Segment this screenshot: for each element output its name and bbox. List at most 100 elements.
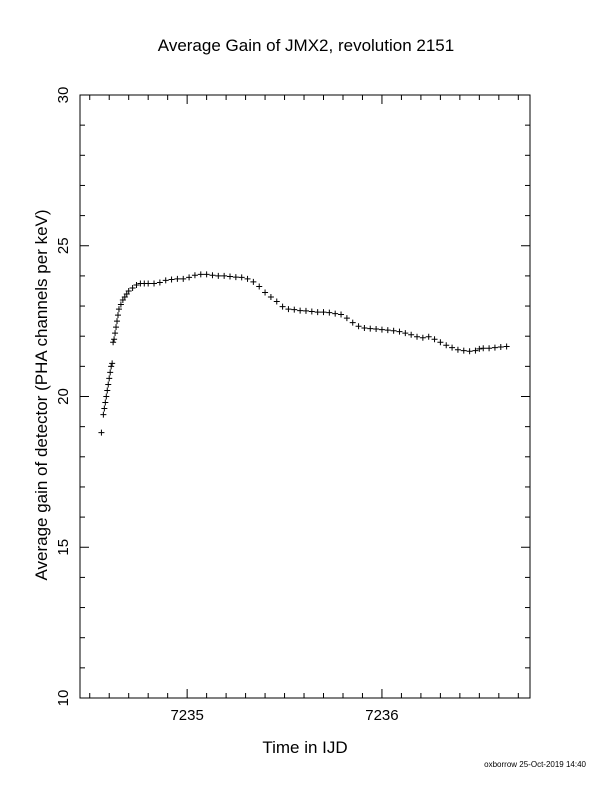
data-point [361,325,368,332]
data-point [107,369,114,376]
data-point [291,306,298,313]
data-point [460,347,467,354]
data-point [133,281,140,288]
data-point [466,348,473,355]
data-point [396,328,403,335]
data-point [221,272,228,279]
data-point [145,280,152,287]
data-point [262,289,269,296]
data-point [114,312,121,319]
data-point [162,277,169,284]
data-point [117,301,124,308]
data-point [119,297,126,304]
data-point [209,272,216,279]
data-point [238,274,245,281]
data-point [431,336,438,343]
data-point [332,310,339,317]
data-point [98,429,105,436]
data-point [112,330,119,337]
data-point [367,325,374,332]
data-point [129,284,136,291]
data-point [151,280,158,287]
data-point [378,326,385,333]
chart-title: Average Gain of JMX2, revolution 2151 [157,36,455,55]
data-point [113,324,120,331]
data-point [285,306,292,313]
plot-frame [79,94,531,699]
data-point [408,331,415,338]
data-point [105,381,112,388]
data-point [308,308,315,315]
axis-ticks [80,94,530,699]
data-point [355,323,362,330]
data-point [115,306,122,313]
data-point [384,327,391,334]
data-point [125,287,132,294]
data-point [390,327,397,334]
data-point [338,311,345,318]
data-point [480,345,487,352]
data-point [244,275,251,282]
data-point [443,342,450,349]
y-tick-label: 10 [55,690,72,707]
data-point [302,307,309,314]
data-point [174,275,181,282]
data-point [256,283,263,290]
data-point [121,294,128,301]
data-point [111,336,118,343]
data-point [419,334,426,341]
data-point [168,276,175,283]
data-point [279,303,286,310]
data-point [227,273,233,280]
data-point [104,387,111,394]
y-tick-label: 30 [55,87,72,104]
data-point [180,275,187,282]
data-point [497,344,504,351]
data-point [110,339,117,346]
data-point [102,399,109,406]
data-point [215,272,222,279]
y-tick-label: 20 [55,388,72,405]
data-point [156,279,163,286]
data-point [232,274,239,281]
data-point [100,411,107,418]
data-point [250,278,257,285]
data-point [503,343,510,350]
data-point [123,290,130,297]
x-tick-label: 7235 [170,707,203,724]
data-point [109,360,116,367]
data-point [349,319,356,326]
data-point [314,309,321,316]
axis-tick-labels: 10 15 20 25 30 7235 7236 [55,87,399,724]
data-point [414,333,421,340]
data-point [101,405,108,412]
data-point [203,271,210,278]
data-points [98,271,510,436]
data-point [454,346,461,353]
data-point [106,375,113,382]
x-axis-label: Time in IJD [262,738,348,757]
data-point [402,330,409,337]
y-tick-label: 25 [55,237,72,254]
data-point [186,274,193,281]
data-point [114,318,121,325]
data-point [326,309,333,316]
data-point [320,309,327,316]
data-point [103,393,110,400]
data-point [373,325,380,332]
x-tick-label: 7236 [365,707,398,724]
data-point [472,347,479,354]
footer-timestamp: oxborrow 25-Oct-2019 14:40 [484,760,586,769]
y-tick-label: 15 [55,539,72,556]
data-point [191,272,198,279]
data-point [476,345,483,352]
data-point [273,298,280,305]
y-axis-label-text: Average gain of detector (PHA channels p… [32,209,51,581]
data-point [491,344,498,351]
data-point [197,271,204,278]
data-point [486,345,493,352]
data-point [267,294,274,301]
data-point [297,307,304,314]
data-point [437,339,444,346]
